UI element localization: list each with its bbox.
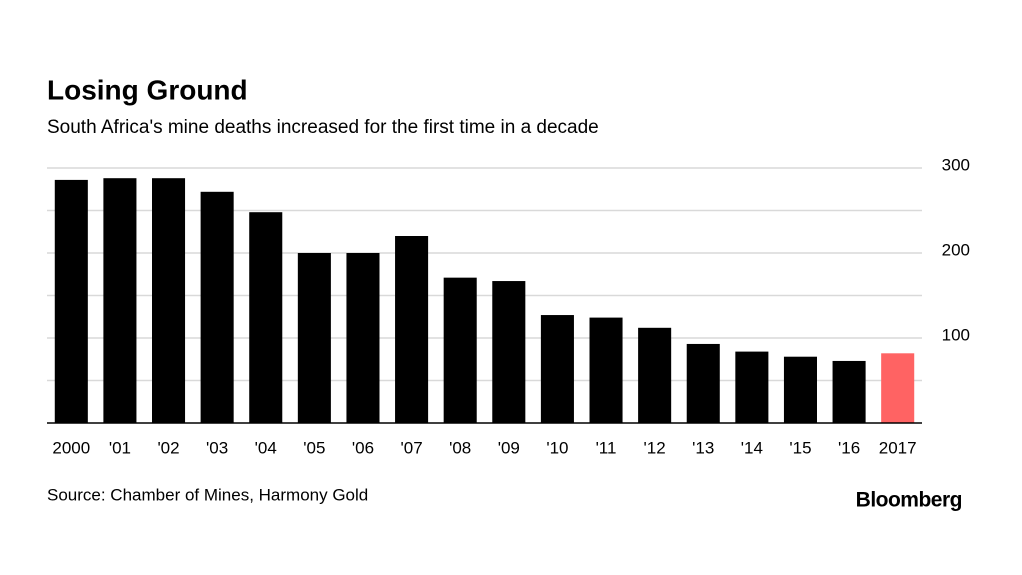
x-tick-label: '10 bbox=[546, 438, 568, 457]
x-tick-label: '01 bbox=[109, 438, 131, 457]
bar bbox=[783, 356, 817, 423]
x-tick-label: '08 bbox=[449, 438, 471, 457]
x-tick-label: '04 bbox=[255, 438, 277, 457]
x-tick-label: 2017 bbox=[879, 438, 917, 457]
x-tick-label: '16 bbox=[838, 438, 860, 457]
x-tick-label: '09 bbox=[498, 438, 520, 457]
x-tick-label: '12 bbox=[644, 438, 666, 457]
bar bbox=[54, 179, 88, 423]
bar bbox=[346, 253, 380, 423]
x-tick-label: '02 bbox=[157, 438, 179, 457]
bar bbox=[881, 353, 915, 423]
x-tick-label: '14 bbox=[741, 438, 763, 457]
bar bbox=[297, 253, 331, 423]
x-tick-label: '13 bbox=[692, 438, 714, 457]
bar bbox=[638, 327, 672, 423]
y-tick-label: 300 bbox=[942, 155, 970, 174]
x-tick-label: '06 bbox=[352, 438, 374, 457]
bar bbox=[686, 343, 720, 423]
bar bbox=[249, 212, 283, 423]
bar bbox=[152, 178, 186, 423]
bar bbox=[832, 360, 866, 423]
bar bbox=[103, 178, 137, 423]
x-tick-label: 2000 bbox=[52, 438, 90, 457]
x-tick-label: '15 bbox=[789, 438, 811, 457]
y-tick-label: 100 bbox=[942, 325, 970, 344]
bar bbox=[443, 277, 477, 423]
chart-title: Losing Ground bbox=[47, 74, 248, 105]
chart-subtitle: South Africa's mine deaths increased for… bbox=[47, 117, 599, 138]
source: Source: Chamber of Mines, Harmony Gold bbox=[47, 485, 368, 504]
x-tick-label: '11 bbox=[596, 438, 617, 457]
bar bbox=[492, 281, 526, 423]
brand: Bloomberg bbox=[856, 489, 962, 512]
x-tick-label: '07 bbox=[401, 438, 423, 457]
bar bbox=[200, 191, 234, 423]
bar bbox=[395, 236, 429, 423]
y-tick-label: 200 bbox=[942, 240, 970, 259]
x-tick-label: '03 bbox=[206, 438, 228, 457]
bar bbox=[589, 317, 623, 423]
x-tick-label: '05 bbox=[303, 438, 325, 457]
bar bbox=[735, 351, 769, 423]
bar bbox=[540, 315, 574, 423]
